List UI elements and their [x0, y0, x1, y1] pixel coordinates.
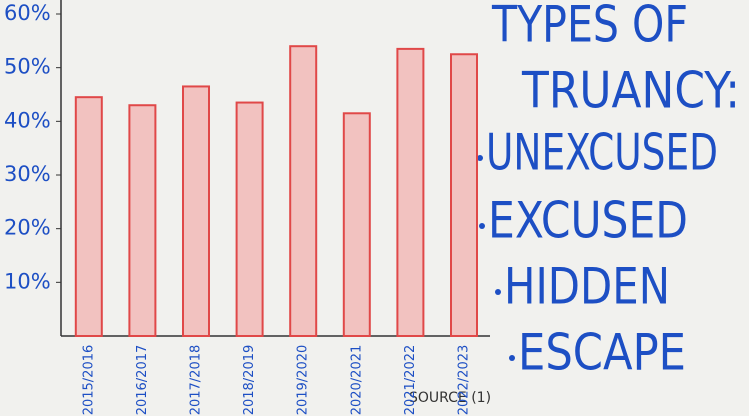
bullet — [495, 289, 501, 295]
bar — [235, 101, 264, 337]
x-tick-label: 2018/2019 — [242, 345, 257, 416]
bar — [450, 53, 478, 337]
y-tick-label: 40% — [4, 108, 51, 132]
bar — [182, 85, 210, 337]
list-item: ESCAPE — [518, 324, 686, 382]
list-item: UNEXCUSED — [486, 124, 718, 182]
x-tick-label: 2021/2022 — [403, 345, 418, 416]
x-tick-label: 2019/2020 — [296, 345, 311, 416]
bar — [128, 104, 157, 337]
x-tick-label: 2015/2016 — [81, 345, 96, 416]
y-tick-label: 10% — [4, 269, 51, 293]
bar — [396, 47, 425, 338]
y-tick-label: 30% — [4, 162, 51, 186]
bar — [342, 112, 371, 337]
y-tick-label: 50% — [4, 55, 51, 79]
x-tick-label: 2016/2017 — [135, 345, 150, 416]
x-tick-label: 2020/2021 — [349, 345, 364, 416]
list-item: EXCUSED — [488, 192, 688, 250]
heading-line-2: TRUANCY: — [521, 62, 740, 120]
y-tick-label: 20% — [4, 216, 51, 240]
bullet — [509, 355, 515, 361]
bar — [289, 45, 318, 337]
bullet — [479, 223, 485, 229]
bar — [74, 96, 103, 337]
heading-line-1: TYPES OF — [491, 0, 688, 54]
x-tick-label: 2022/2023 — [457, 345, 472, 416]
list-item: HIDDEN — [504, 258, 670, 316]
y-tick-label: 60% — [4, 1, 51, 25]
x-tick-label: 2017/2018 — [189, 345, 204, 416]
bullet — [477, 155, 483, 161]
source-note: SOURCE (1) — [409, 390, 491, 406]
